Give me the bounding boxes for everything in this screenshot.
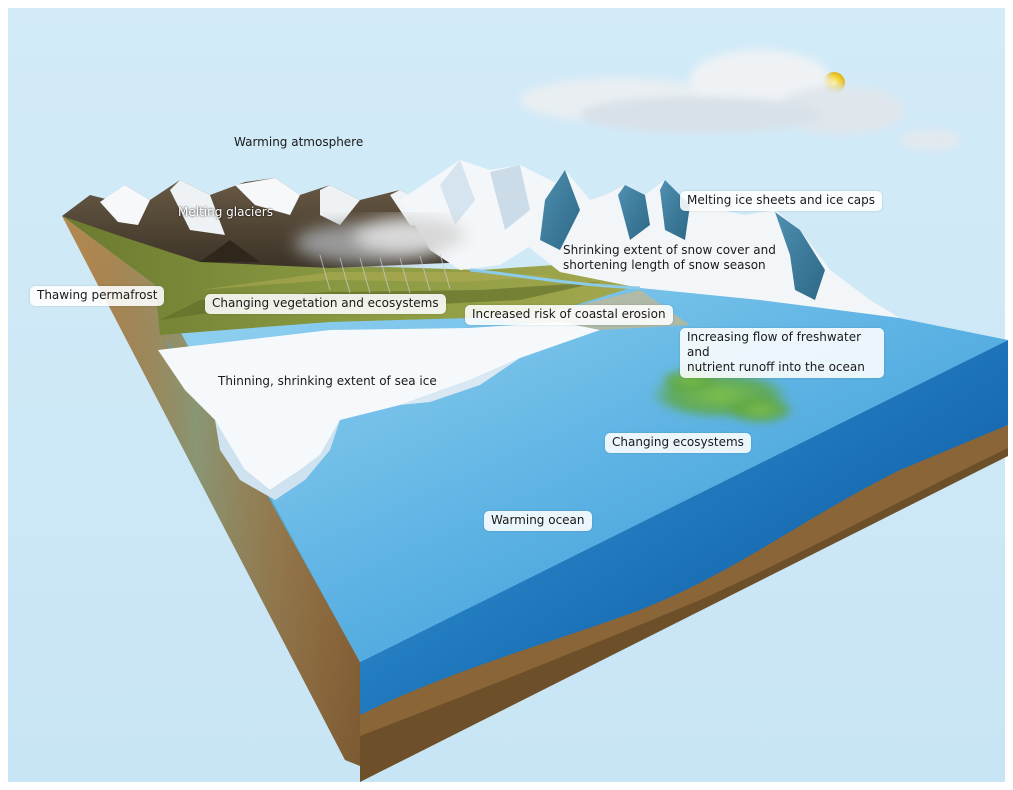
ice-sheet-mountains <box>520 170 900 318</box>
label-warming-ocean: Warming ocean <box>484 511 592 531</box>
meltwater-stream <box>469 268 641 290</box>
label-snow-cover-line2: shortening length of snow season <box>563 258 766 272</box>
label-melting-glaciers: Melting glaciers <box>178 205 273 219</box>
label-changing-vegetation: Changing vegetation and ecosystems <box>205 294 446 314</box>
label-snow-cover: Shrinking extent of snow cover and short… <box>563 243 783 273</box>
label-freshwater-line2: nutrient runoff into the ocean <box>687 360 865 374</box>
label-thawing-permafrost: Thawing permafrost <box>30 286 165 306</box>
rain-cloud-icon <box>295 217 465 294</box>
label-freshwater-runoff: Increasing flow of freshwater and nutrie… <box>680 328 884 378</box>
label-changing-ecosystems: Changing ecosystems <box>605 433 751 453</box>
algal-bloom <box>650 368 795 424</box>
label-sea-ice: Thinning, shrinking extent of sea ice <box>218 374 437 388</box>
label-warming-atmosphere: Warming atmosphere <box>234 135 364 149</box>
label-snow-cover-line1: Shrinking extent of snow cover and <box>563 243 776 257</box>
cloud-icon <box>520 50 960 150</box>
thawing-permafrost-band <box>62 216 360 766</box>
sea-ice <box>158 322 600 490</box>
label-freshwater-line1: Increasing flow of freshwater and <box>687 330 862 359</box>
label-melting-ice-sheets: Melting ice sheets and ice caps <box>680 191 883 211</box>
label-coastal-erosion: Increased risk of coastal erosion <box>465 305 673 325</box>
